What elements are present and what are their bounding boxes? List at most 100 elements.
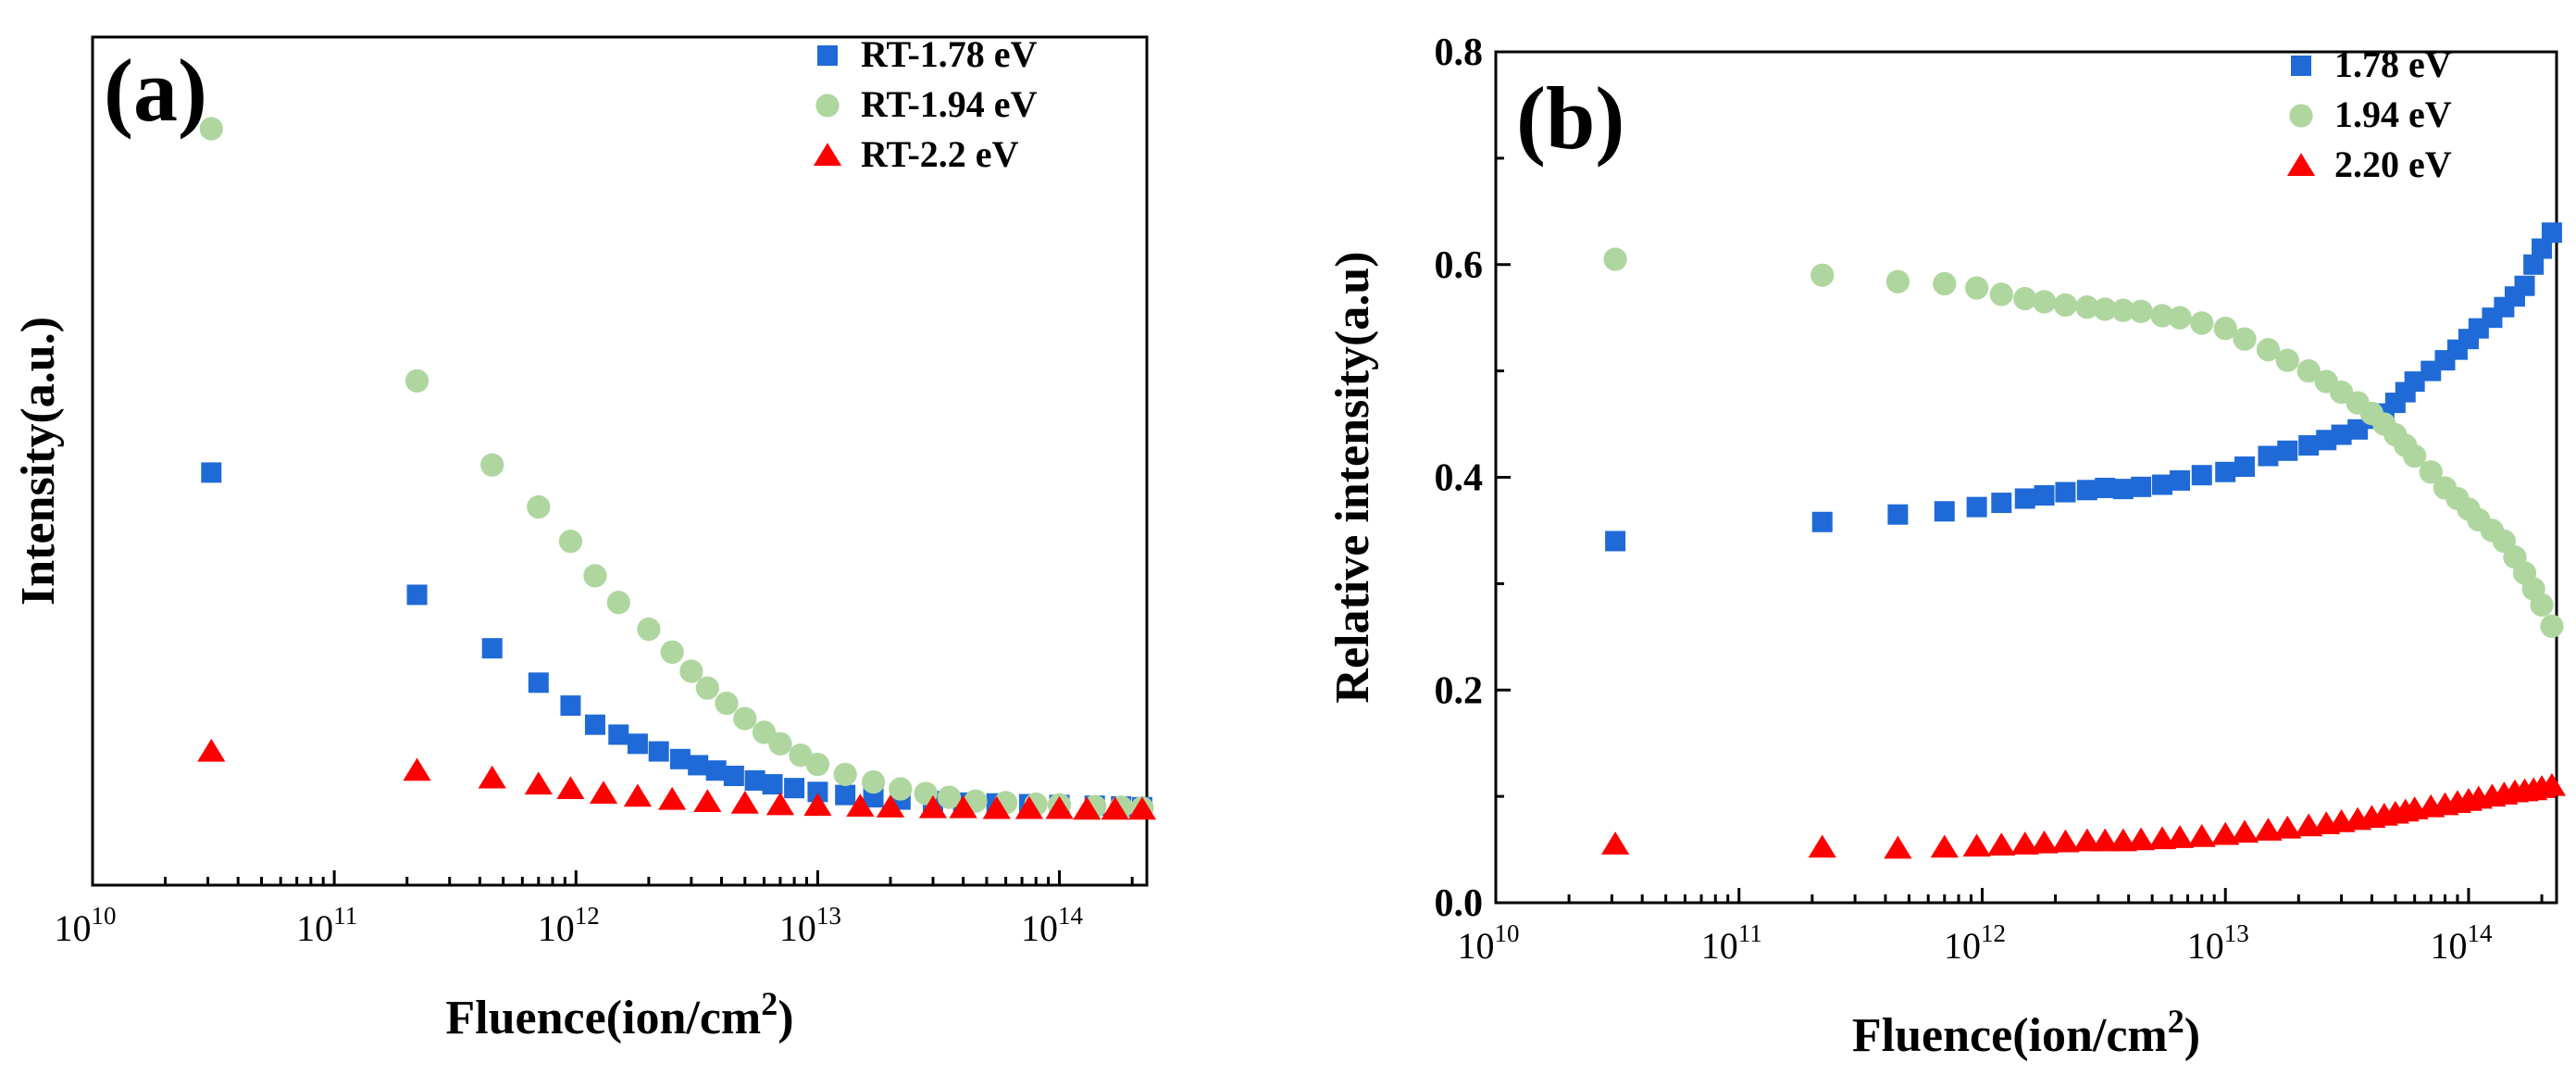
data-point: [982, 795, 1011, 819]
legend-marker: [815, 94, 840, 118]
data-point: [765, 792, 795, 816]
data-point: [2032, 290, 2057, 314]
data-point: [1600, 831, 1630, 855]
data-point: [762, 774, 783, 795]
data-point: [1989, 282, 2013, 306]
legend-marker: [2286, 153, 2316, 176]
data-point: [660, 640, 684, 664]
data-point: [1127, 796, 1157, 820]
data-point: [524, 771, 553, 795]
data-point: [2170, 469, 2191, 491]
data-point: [2187, 824, 2216, 847]
legend-label: 2.20 eV: [2334, 144, 2452, 185]
series-circle: [199, 117, 1154, 820]
legend-label: 1.94 eV: [2334, 94, 2452, 135]
legend-label: RT-1.78 eV: [861, 33, 1038, 75]
data-point: [835, 784, 856, 806]
data-point: [2053, 293, 2078, 318]
y-tick-label: 0.0: [1435, 882, 1484, 925]
data-point: [2150, 304, 2174, 328]
data-point: [2075, 295, 2099, 319]
series-triangle: [197, 738, 1157, 820]
data-point: [2532, 238, 2553, 259]
data-point: [876, 794, 905, 818]
data-point: [2211, 821, 2240, 845]
data-point: [2537, 772, 2567, 796]
panel-label: (b): [1516, 69, 1624, 168]
legend-marker: [2289, 104, 2313, 128]
x-tick-label: 1010: [55, 902, 117, 949]
data-point: [1933, 271, 1957, 296]
data-point: [583, 564, 607, 588]
data-point: [2277, 440, 2298, 461]
data-point: [2298, 435, 2320, 456]
series-square: [201, 462, 1152, 818]
legend-marker: [813, 143, 842, 166]
y-axis-title: Intensity(a.u.): [12, 317, 65, 606]
data-point: [1885, 269, 1910, 294]
data-point: [784, 778, 805, 799]
data-point: [1101, 796, 1129, 820]
data-point: [2095, 477, 2116, 498]
data-point: [404, 369, 429, 394]
data-point: [2540, 614, 2564, 638]
data-point: [1991, 493, 2012, 514]
data-point: [2055, 481, 2076, 503]
data-point: [695, 676, 719, 700]
data-point: [658, 786, 687, 810]
data-point: [2051, 829, 2080, 853]
x-axis-title: Fluence(ion/cm2): [1852, 1003, 2200, 1062]
data-point: [199, 117, 223, 141]
data-point: [584, 714, 605, 735]
x-tick-label: 1013: [2187, 919, 2249, 967]
data-point: [2111, 298, 2135, 322]
data-point: [2530, 593, 2554, 617]
data-point: [733, 706, 757, 731]
data-point: [589, 781, 618, 804]
data-point: [2129, 299, 2153, 323]
series-square: [1605, 222, 2562, 552]
data-point: [1964, 276, 1989, 300]
data-point: [2296, 358, 2321, 383]
data-point: [1934, 501, 1955, 522]
data-point: [2131, 476, 2152, 497]
data-point: [1811, 263, 1835, 287]
x-tick-label: 1011: [296, 902, 357, 949]
x-tick-label: 1012: [538, 902, 600, 949]
data-point: [2093, 297, 2117, 321]
data-point: [2126, 827, 2156, 851]
data-point: [949, 794, 977, 818]
data-point: [2215, 461, 2236, 482]
data-point: [2331, 424, 2352, 445]
data-point: [2254, 818, 2283, 841]
data-point: [744, 769, 765, 791]
data-point: [2419, 460, 2443, 484]
data-point: [608, 724, 629, 745]
data-point: [560, 695, 581, 717]
data-point: [556, 776, 585, 800]
data-point: [833, 762, 857, 786]
data-point: [197, 738, 226, 762]
data-point: [2165, 825, 2195, 848]
chart-a: 1010 1011 1012 1013 1014 (a) RT-1.78 eV RT-1.94…: [12, 33, 1157, 1044]
data-point: [403, 757, 431, 781]
data-point: [406, 584, 428, 606]
data-point: [937, 785, 962, 809]
data-point: [606, 591, 630, 615]
data-point: [2072, 828, 2101, 852]
data-point: [623, 783, 653, 807]
data-point: [2014, 488, 2035, 509]
legend: 1.78 eV 1.94 eV 2.20 eV: [2286, 44, 2452, 185]
data-point: [723, 765, 744, 786]
legend-marker: [817, 45, 838, 66]
y-tick-label: 0.8: [1435, 31, 1484, 74]
data-point: [2514, 275, 2535, 296]
legend-marker: [2291, 56, 2311, 76]
data-point: [528, 672, 549, 693]
x-tick-label: 1014: [2430, 919, 2493, 967]
data-point: [2404, 371, 2425, 393]
series-circle: [1603, 247, 2564, 638]
legend: RT-1.78 eV RT-1.94 eV RT-2.2 eV: [813, 33, 1038, 175]
data-point: [481, 638, 503, 659]
